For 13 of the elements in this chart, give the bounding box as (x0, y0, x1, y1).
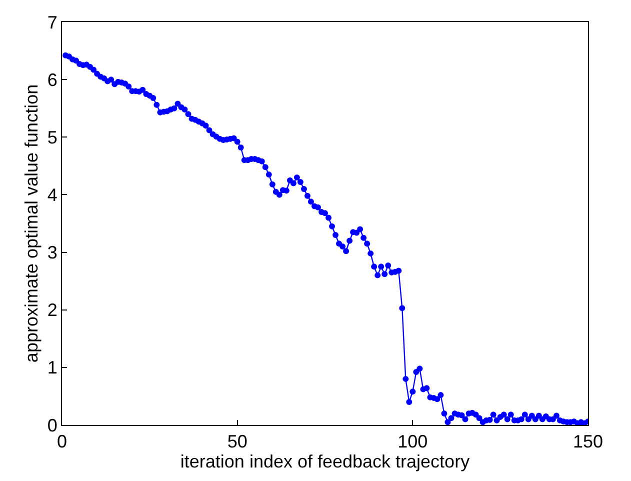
y-tick-label: 1 (47, 358, 58, 378)
y-tick-label: 5 (47, 127, 58, 148)
y-tick-label: 4 (47, 185, 58, 206)
y-tick-label: 3 (47, 242, 58, 263)
y-tick-label: 2 (47, 300, 58, 320)
y-axis-title: approximate optimal value function (22, 84, 42, 363)
y-tick-label: 0 (47, 415, 58, 436)
x-tick-label: 100 (398, 432, 428, 452)
x-tick-label: 50 (227, 432, 248, 452)
y-tick-label: 6 (47, 70, 58, 90)
y-tick-label: 7 (47, 12, 58, 32)
x-axis-title: iteration index of feedback trajectory (180, 452, 470, 472)
x-tick-label: 150 (572, 432, 604, 452)
